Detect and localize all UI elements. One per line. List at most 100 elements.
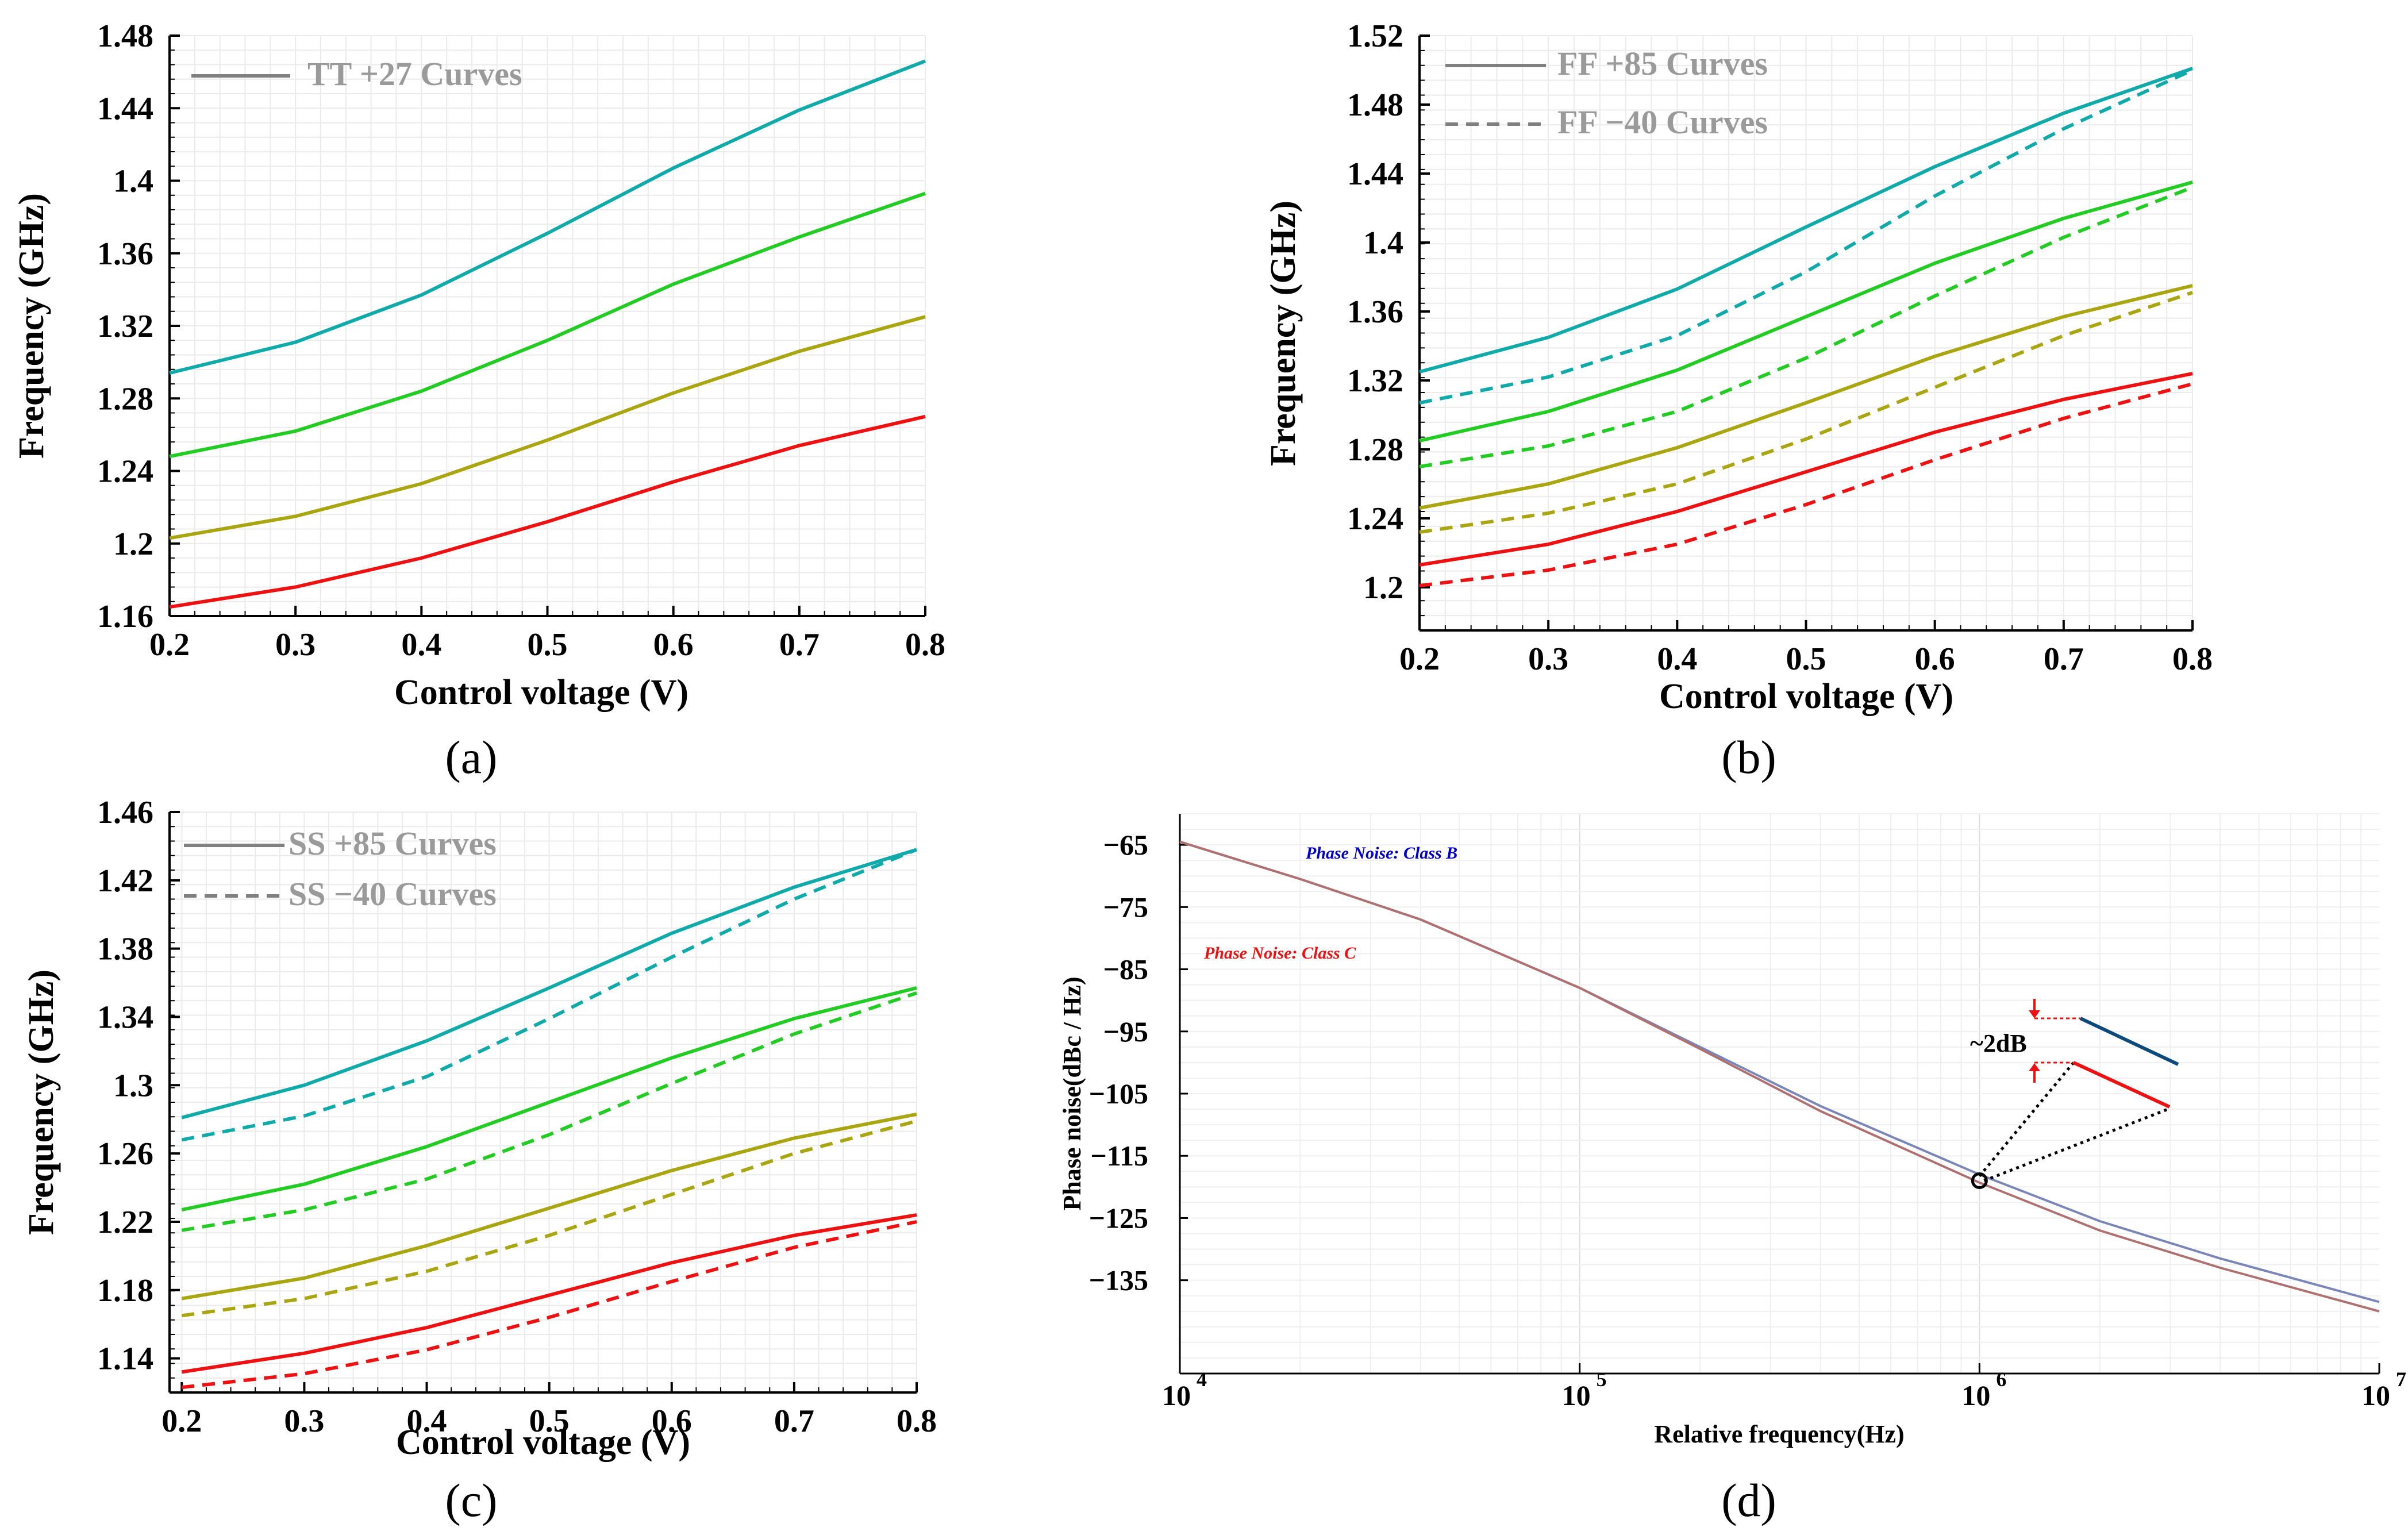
y-tick-label: 1.32 bbox=[1347, 363, 1403, 399]
zoom-class-c-segment bbox=[2072, 1061, 2171, 1109]
x-tick-label: 10 bbox=[2361, 1379, 2390, 1411]
chart-panel-b: 0.2 0.3 0.4 0.5 0.6 0.7 0.8 1.2 1.24 1.28 1.32 1.36… bbox=[1264, 18, 2213, 783]
x-tick-label: 0.7 bbox=[2044, 641, 2084, 677]
panel-label: (a) bbox=[445, 731, 497, 783]
x-tick-label: 0.8 bbox=[905, 627, 945, 663]
x-tick-label: 0.4 bbox=[401, 627, 441, 663]
zoom-class-b-segment bbox=[2079, 1017, 2179, 1066]
legend-label: TT +27 Curves bbox=[307, 55, 522, 93]
y-tick-label: 1.48 bbox=[97, 18, 153, 54]
chart-panel-d: 10 4 10 5 10 6 10 7 −65 −75 −85 −95 −105 −115 −125 −135… bbox=[1058, 813, 2406, 1526]
x-axis-label: Control voltage (V) bbox=[396, 1423, 690, 1462]
x-axis-label: Control voltage (V) bbox=[1659, 677, 1953, 716]
x-tick-exponent: 7 bbox=[2396, 1368, 2406, 1391]
legend-label: FF +85 Curves bbox=[1557, 45, 1768, 82]
x-tick-label: 0.8 bbox=[2172, 641, 2213, 677]
series-line-green-solid bbox=[1419, 180, 2193, 443]
chart-panel-c: 0.2 0.3 0.4 0.5 0.6 0.7 0.8 1.14 1.18 1.22 1.26 1.3… bbox=[22, 795, 937, 1526]
y-tick-label: 1.2 bbox=[1363, 570, 1403, 606]
delta-arrow-head-up bbox=[2029, 1063, 2040, 1071]
series-line-olive-solid bbox=[1419, 284, 2193, 510]
x-tick-label: 0.5 bbox=[1786, 641, 1826, 677]
series-line-red-dashed bbox=[181, 1219, 917, 1390]
panel-label: (c) bbox=[445, 1474, 497, 1526]
x-tick-label: 0.3 bbox=[1528, 641, 1568, 677]
y-tick-label: −75 bbox=[1103, 891, 1149, 923]
y-tick-label: 1.42 bbox=[97, 863, 153, 899]
x-tick-exponent: 5 bbox=[1597, 1368, 1607, 1391]
x-tick-label: 10 bbox=[1961, 1379, 1990, 1411]
y-axis-label: Frequency (GHz) bbox=[1264, 201, 1303, 466]
y-tick-label: 1.18 bbox=[97, 1273, 153, 1309]
y-tick-label: 1.52 bbox=[1347, 18, 1403, 54]
x-tick-label: 10 bbox=[1562, 1379, 1591, 1411]
y-tick-label: 1.44 bbox=[1347, 156, 1403, 192]
panel-label: (d) bbox=[1721, 1474, 1776, 1526]
series-line-red-solid bbox=[1419, 372, 2193, 567]
x-tick-label: 0.3 bbox=[275, 627, 316, 663]
y-tick-label: 1.46 bbox=[97, 795, 153, 830]
series-line-green-solid bbox=[181, 986, 917, 1212]
series-line-red-solid bbox=[169, 414, 926, 609]
series-line-olive-dashed bbox=[181, 1119, 917, 1318]
legend-label: FF −40 Curves bbox=[1557, 103, 1768, 141]
y-tick-label: 1.36 bbox=[97, 236, 153, 272]
legend-label: SS −40 Curves bbox=[289, 875, 497, 913]
x-tick-label: 0.2 bbox=[161, 1403, 202, 1439]
y-tick-label: 1.34 bbox=[97, 999, 153, 1035]
x-tick-label: 0.8 bbox=[897, 1403, 937, 1439]
x-tick-label: 0.4 bbox=[407, 1403, 447, 1439]
legend-label: SS +85 Curves bbox=[289, 825, 497, 862]
series-line-teal-solid bbox=[1419, 67, 2193, 374]
delta-arrow-head-down bbox=[2029, 1010, 2040, 1018]
y-tick-label: 1.32 bbox=[97, 309, 153, 344]
series-line-red-dashed bbox=[1419, 382, 2193, 587]
x-tick-label: 0.6 bbox=[653, 627, 694, 663]
y-tick-label: 1.4 bbox=[113, 164, 153, 199]
x-tick-label: 0.7 bbox=[779, 627, 820, 663]
y-tick-label: −85 bbox=[1103, 953, 1149, 986]
series-line-olive-solid bbox=[181, 1112, 917, 1301]
y-axis-label: Phase noise(dBc / Hz) bbox=[1058, 977, 1086, 1211]
chart-panel-a: 0.2 0.3 0.4 0.5 0.6 0.7 0.8 1.16 1.2 1.24 1.28 1.32… bbox=[12, 18, 945, 783]
x-tick-label: 0.6 bbox=[1915, 641, 1955, 677]
y-tick-label: 1.24 bbox=[97, 454, 153, 490]
y-tick-label: 1.3 bbox=[113, 1068, 153, 1103]
series-line-olive-dashed bbox=[1419, 291, 2193, 534]
x-axis-label: Relative frequency(Hz) bbox=[1654, 1420, 1904, 1448]
x-tick-label: 0.5 bbox=[529, 1403, 570, 1439]
y-tick-label: 1.48 bbox=[1347, 87, 1403, 123]
x-tick-label: 0.6 bbox=[652, 1403, 692, 1439]
class-b-annotation: Phase Noise: Class B bbox=[1305, 844, 1457, 863]
delta-label: ~2dB bbox=[1970, 1029, 2027, 1057]
series-line-teal-dashed bbox=[1419, 68, 2194, 405]
y-tick-label: 1.28 bbox=[1347, 432, 1403, 468]
y-tick-label: −105 bbox=[1089, 1078, 1149, 1110]
series-line-olive-solid bbox=[169, 315, 926, 540]
zoom-dotted-line bbox=[1983, 1107, 2170, 1182]
y-tick-label: −135 bbox=[1089, 1264, 1149, 1297]
y-tick-label: 1.4 bbox=[1363, 225, 1403, 261]
y-tick-label: 1.26 bbox=[97, 1136, 153, 1172]
series-line-teal-solid bbox=[169, 59, 926, 375]
y-tick-label: 1.44 bbox=[97, 91, 153, 126]
series-line-class_c bbox=[1179, 840, 2380, 1313]
y-tick-label: 1.36 bbox=[1347, 294, 1403, 330]
y-tick-label: −95 bbox=[1103, 1015, 1149, 1048]
x-tick-label: 10 bbox=[1162, 1379, 1191, 1411]
x-tick-exponent: 6 bbox=[1996, 1368, 2006, 1391]
series-line-green-solid bbox=[169, 191, 926, 459]
x-tick-label: 0.2 bbox=[1399, 641, 1440, 677]
class-c-annotation: Phase Noise: Class C bbox=[1203, 944, 1356, 963]
x-tick-label: 0.4 bbox=[1657, 641, 1697, 677]
series-line-teal-dashed bbox=[181, 848, 918, 1142]
series-line-green-dashed bbox=[181, 991, 917, 1232]
y-tick-label: 1.14 bbox=[97, 1341, 153, 1377]
series-line-teal-solid bbox=[181, 848, 917, 1119]
y-tick-label: 1.28 bbox=[97, 381, 153, 417]
panel-label: (b) bbox=[1721, 731, 1776, 783]
x-tick-label: 0.7 bbox=[774, 1403, 814, 1439]
y-tick-label: −125 bbox=[1089, 1202, 1149, 1234]
y-tick-label: 1.24 bbox=[1347, 501, 1403, 537]
x-tick-label: 0.2 bbox=[149, 627, 190, 663]
